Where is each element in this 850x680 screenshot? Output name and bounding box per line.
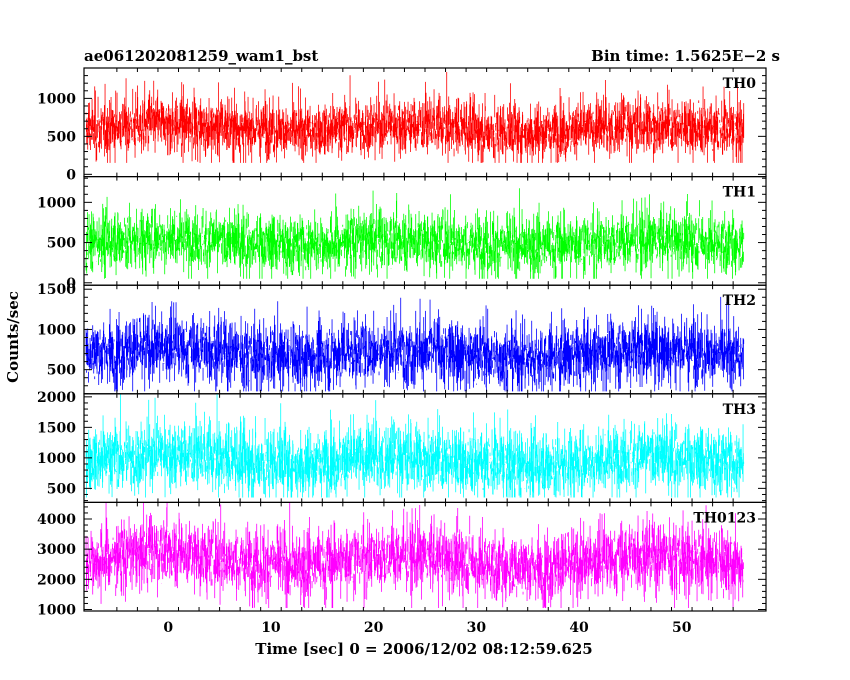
chart-title: ae061202081259_wam1_bst [84,47,318,65]
y-tick-label: 0 [66,167,76,183]
y-tick-label: 500 [47,363,76,379]
series-th2 [85,296,745,392]
y-tick-label: 1000 [37,602,76,618]
y-tick-label: 1000 [37,322,76,338]
y-tick-label: 2000 [37,572,76,588]
series-th3 [85,393,745,498]
y-tick-label: 1500 [37,282,76,298]
x-tick-label: 30 [467,620,487,636]
series-th0123 [85,502,745,608]
y-tick-label: 2000 [37,390,76,406]
y-tick-label: 0 [66,276,76,292]
y-tick-label: 3000 [37,542,76,558]
y-tick-label: 500 [47,481,76,497]
panel-label: TH2 [723,293,756,309]
y-tick-label: 1000 [37,91,76,107]
bin-time-label: Bin time: 1.5625E−2 s [591,47,780,65]
panel-label: TH1 [723,185,756,201]
panels: 05001000TH005001000TH150010001500TH25001… [37,67,767,636]
x-tick-label: 50 [672,620,692,636]
panel-th0123: 1000 2000 3000 4000 TH0123 [37,501,767,618]
series-th1 [85,188,745,279]
panel-th2: 500 1000 1500 TH2 [37,282,767,395]
y-tick-label: 500 [47,236,76,252]
panel-label: TH3 [723,402,756,418]
panel-th0: 0 500 1000 TH0 [37,67,767,183]
x-tick-label: 10 [261,620,281,636]
y-tick-label: 500 [47,129,76,145]
panel-th3: 500 1000 1500 2000 TH3 [37,390,767,503]
panel-label: TH0123 [693,510,756,526]
x-tick-label: 0 [163,620,173,636]
y-tick-label: 1500 [37,420,76,436]
panel-label: TH0 [723,76,757,92]
panel-th1: 0 500 1000 TH1 [37,176,767,292]
y-tick-label: 4000 [37,512,76,528]
y-tick-label: 1000 [37,451,76,467]
series-th0 [85,72,745,163]
x-tick-label: 40 [569,620,589,636]
x-tick-label: 20 [364,620,384,636]
y-tick-label: 1000 [37,195,76,211]
y-axis-label: Counts/sec [4,291,22,383]
x-axis-label: Time [sec] 0 = 2006/12/02 08:12:59.625 [255,640,592,658]
